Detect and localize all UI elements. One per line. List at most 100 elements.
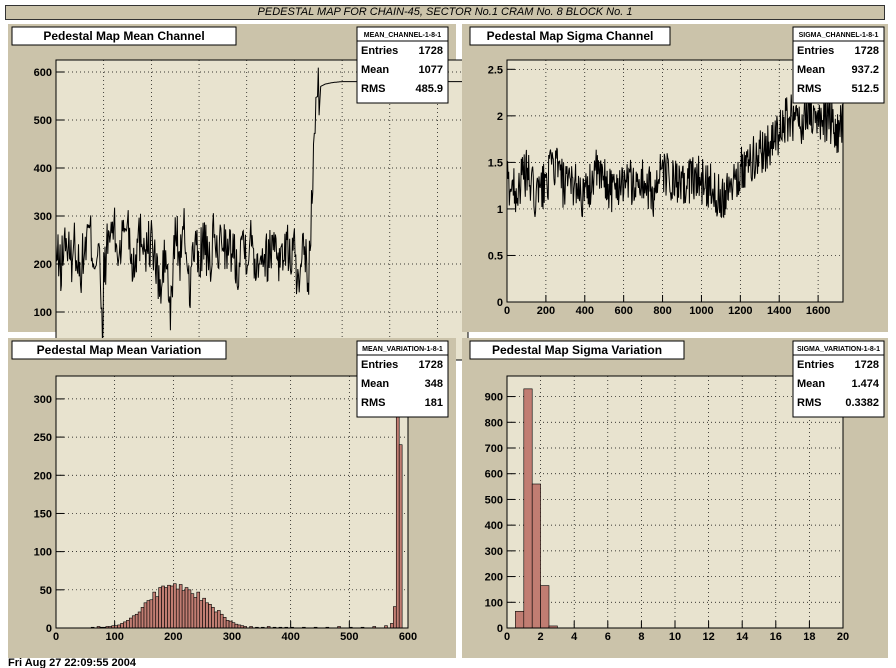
x-tick-label: 4 [571, 631, 578, 643]
x-tick-label: 16 [770, 631, 782, 643]
x-tick-label: 1400 [767, 305, 791, 317]
x-tick-label: 14 [736, 631, 749, 643]
chart-title-box [11, 26, 237, 46]
y-tick-label: 2 [497, 111, 503, 123]
x-tick-label: 0 [504, 631, 510, 643]
y-tick-label: 150 [34, 508, 52, 520]
stats-value: 1728 [419, 359, 443, 371]
stats-value: 0.3382 [845, 397, 879, 409]
plot-frame-border [506, 375, 844, 629]
stats-label: Entries [361, 359, 398, 371]
stats-label: RMS [797, 397, 821, 409]
y-tick-label: 0 [497, 297, 503, 309]
chart-title-box [469, 340, 685, 360]
y-tick-label: 600 [485, 469, 503, 481]
stats-label: Entries [797, 45, 834, 57]
histogram-bin [540, 585, 550, 629]
chart-title-box [11, 340, 227, 360]
stats-label: RMS [361, 397, 385, 409]
x-tick-label: 1200 [728, 305, 752, 317]
x-tick-label: 600 [399, 631, 417, 643]
x-tick-label: 200 [164, 631, 182, 643]
stats-name: MEAN_CHANNEL-1-8-1 [364, 32, 442, 39]
stats-label: Mean [361, 378, 389, 390]
chart-title-box [469, 26, 671, 46]
stats-box [356, 26, 449, 104]
plot-frame [506, 375, 844, 629]
y-tick-label: 0 [497, 623, 503, 635]
chart-title: Pedestal Map Sigma Channel [487, 29, 654, 43]
y-tick-label: 100 [485, 597, 503, 609]
stats-value: 1728 [855, 45, 879, 57]
y-tick-label: 1 [497, 204, 503, 216]
stats-label: Mean [797, 64, 825, 76]
y-tick-label: 800 [485, 417, 503, 429]
stats-value: 512.5 [851, 83, 879, 95]
y-tick-label: 200 [485, 572, 503, 584]
y-tick-label: 600 [34, 67, 52, 79]
stats-value: 937.2 [851, 64, 879, 76]
plot-frame-border [506, 59, 844, 303]
stats-value: 485.9 [415, 83, 443, 95]
stats-label: Entries [797, 359, 834, 371]
x-tick-label: 2 [538, 631, 544, 643]
y-tick-label: 900 [485, 392, 503, 404]
y-tick-label: 300 [34, 211, 52, 223]
y-tick-label: 0 [46, 623, 52, 635]
y-tick-label: 2.5 [488, 64, 503, 76]
x-tick-label: 100 [105, 631, 123, 643]
stats-name: MEAN_VARIATION-1-8-1 [362, 346, 443, 353]
stats-label: RMS [797, 83, 821, 95]
y-tick-label: 200 [34, 470, 52, 482]
histogram-bin [531, 483, 541, 629]
y-tick-label: 300 [34, 394, 52, 406]
x-tick-label: 400 [576, 305, 594, 317]
histogram-bin [515, 610, 525, 629]
x-tick-label: 18 [803, 631, 815, 643]
stats-value: 1.474 [851, 378, 879, 390]
y-tick-label: 100 [34, 307, 52, 319]
x-tick-label: 500 [340, 631, 358, 643]
stats-box [792, 26, 885, 104]
y-tick-label: 1.5 [488, 157, 503, 169]
x-tick-label: 6 [605, 631, 611, 643]
y-tick-label: 400 [485, 520, 503, 532]
stats-value: 1077 [419, 64, 443, 76]
stats-value: 1728 [419, 45, 443, 57]
y-tick-label: 250 [34, 432, 52, 444]
x-tick-label: 0 [504, 305, 510, 317]
x-tick-label: 300 [223, 631, 241, 643]
plot-frame [55, 375, 409, 629]
page-header-title: PEDESTAL MAP FOR CHAIN-45, SECTOR No.1 C… [5, 5, 885, 20]
stats-value: 1728 [855, 359, 879, 371]
x-tick-label: 800 [653, 305, 671, 317]
series-line [506, 84, 844, 219]
x-tick-label: 600 [614, 305, 632, 317]
x-tick-label: 1600 [806, 305, 830, 317]
y-tick-label: 50 [40, 585, 52, 597]
stats-name: SIGMA_CHANNEL-1-8-1 [799, 32, 879, 39]
plot-frame-border [55, 375, 409, 629]
footer-timestamp: Fri Aug 27 22:09:55 2004 [8, 658, 136, 668]
y-tick-label: 100 [34, 547, 52, 559]
stats-value: 181 [425, 397, 443, 409]
y-tick-label: 400 [34, 163, 52, 175]
y-tick-label: 200 [34, 259, 52, 271]
stats-name: SIGMA_VARIATION-1-8-1 [797, 346, 880, 353]
y-tick-label: 500 [34, 115, 52, 127]
x-tick-label: 200 [537, 305, 555, 317]
x-tick-label: 400 [281, 631, 299, 643]
y-tick-label: 300 [485, 546, 503, 558]
chart-title: Pedestal Map Mean Channel [43, 29, 204, 43]
chart-title: Pedestal Map Sigma Variation [492, 343, 662, 357]
stats-label: Entries [361, 45, 398, 57]
x-tick-label: 1000 [689, 305, 713, 317]
y-tick-label: 500 [485, 494, 503, 506]
stats-box [792, 340, 885, 418]
x-tick-label: 8 [638, 631, 644, 643]
x-tick-label: 0 [53, 631, 59, 643]
stats-box [356, 340, 449, 418]
